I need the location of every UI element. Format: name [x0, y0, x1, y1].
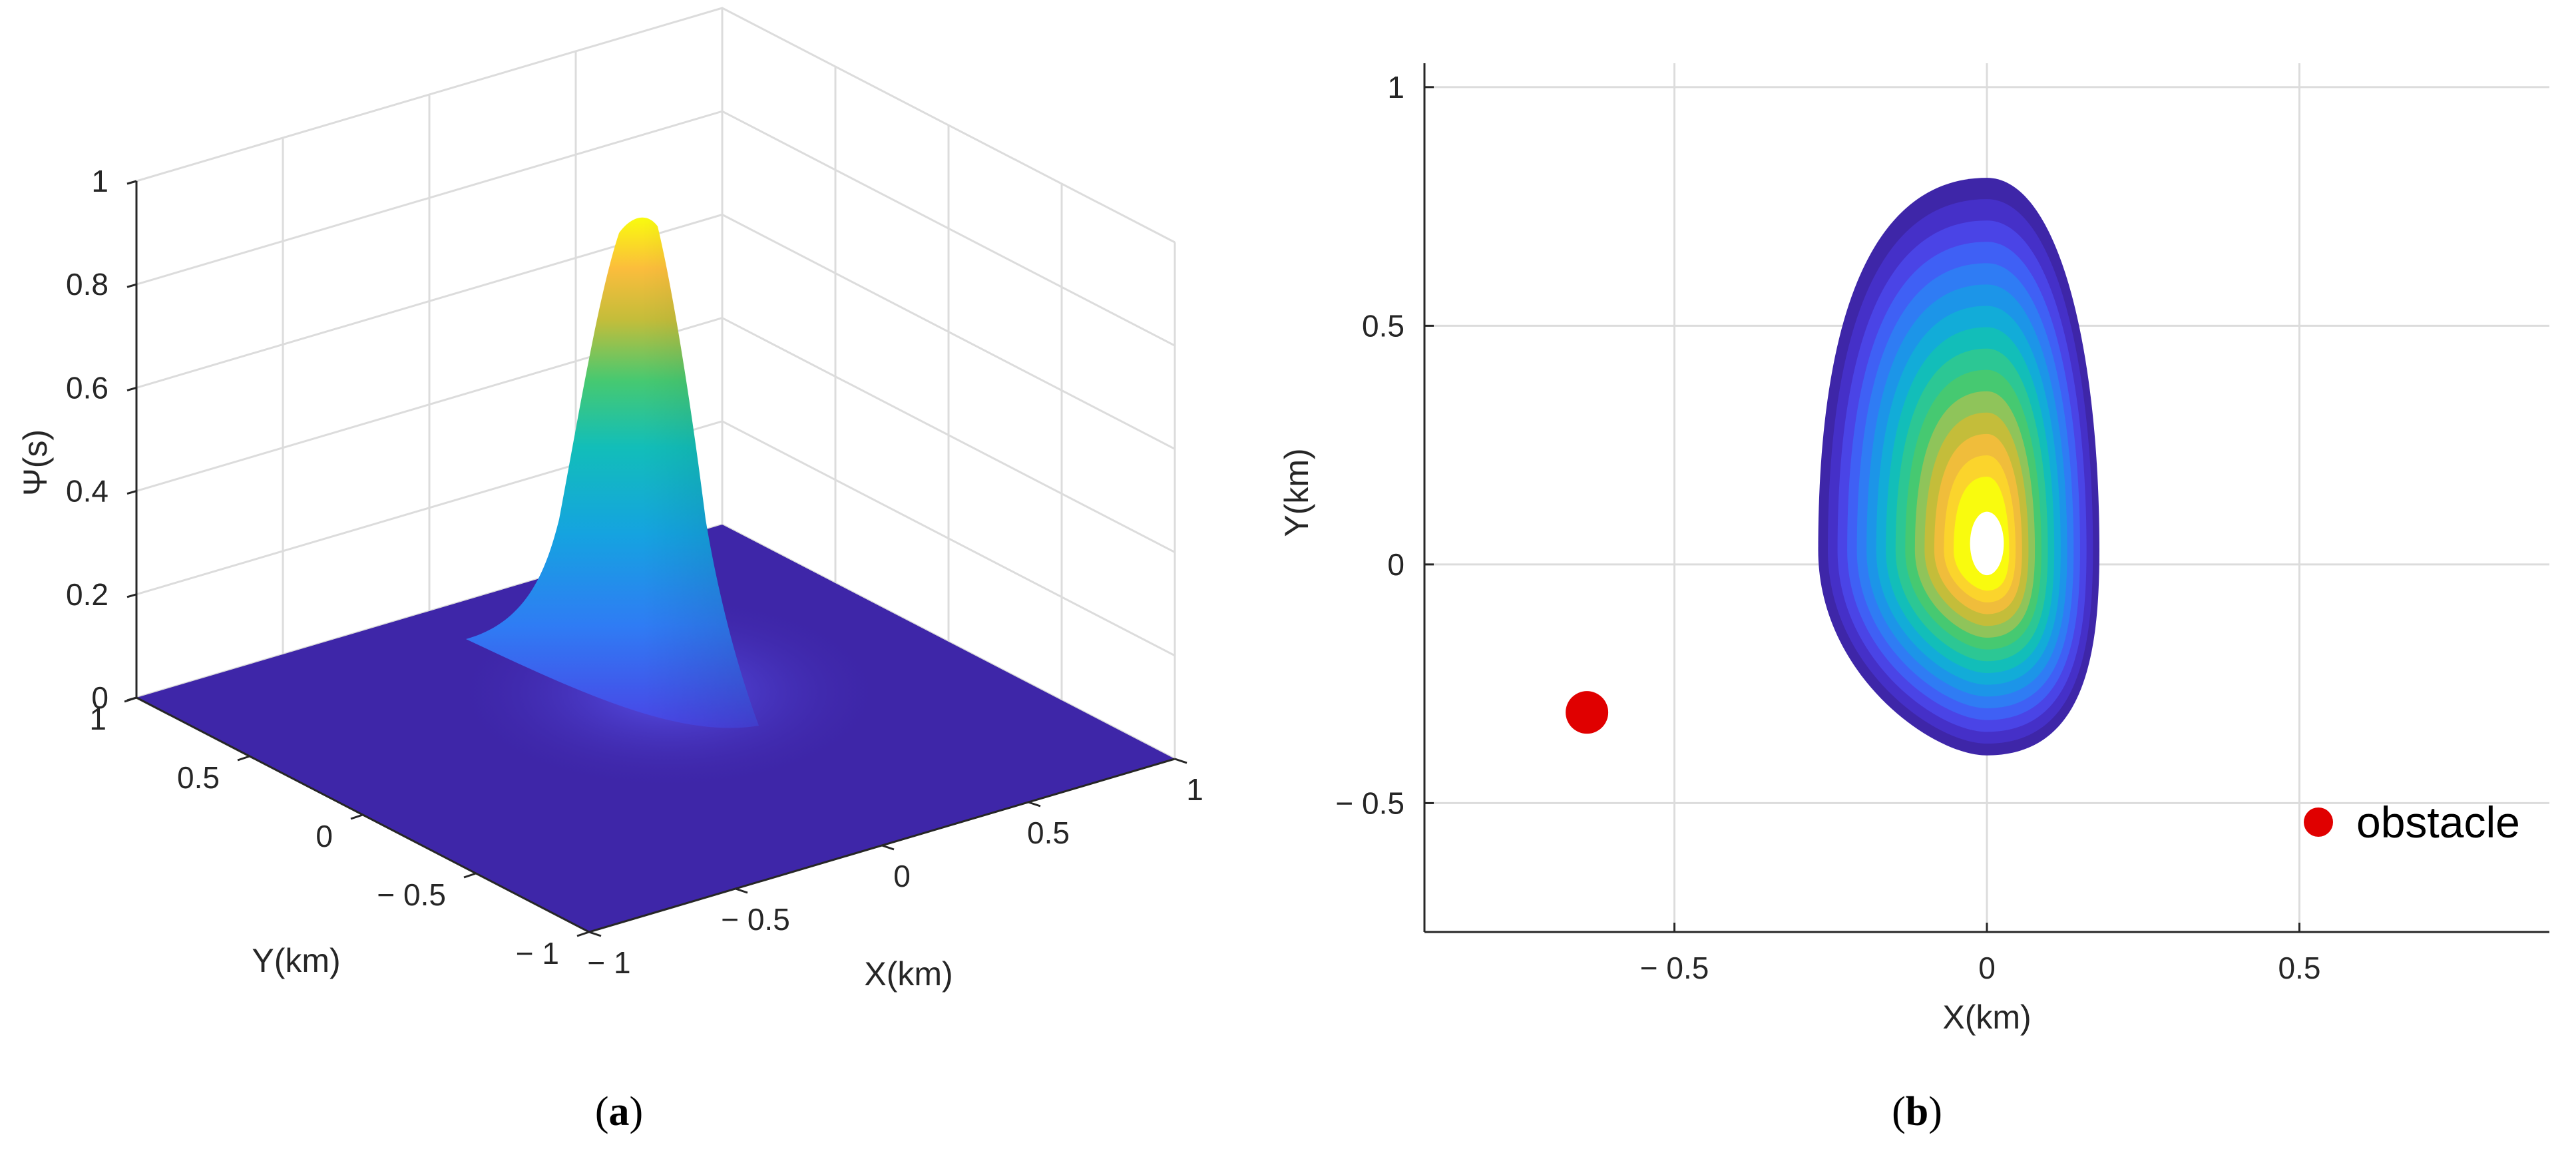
x-tick-mark — [1028, 801, 1041, 807]
x-tick-label: − 1 — [587, 945, 630, 980]
obstacle-marker — [1566, 691, 1609, 734]
z-tick-mark — [126, 283, 137, 288]
x-axis-label: X(km) — [864, 955, 953, 993]
z-tick-label: 0.8 — [66, 267, 108, 302]
svg-text:(a): (a) — [595, 1089, 643, 1134]
legend: obstacle — [2304, 798, 2520, 847]
z-tick-mark — [126, 593, 137, 598]
y-tick-label: − 0.5 — [1335, 786, 1404, 820]
x-tick-label: 0 — [893, 859, 911, 893]
ticks-3d: 0 0.2 0.4 0.6 0.8 1 1 0.5 0 − 0.5 − 1 − 1 − 0.5 0 0.5 1 — [66, 164, 1203, 980]
z-tick-label: 0 — [91, 680, 108, 715]
ticks-2d: − 0.5 0 0.5 − 0.5 0 0.5 1 — [1335, 70, 2320, 985]
caption-b: (b) — [1892, 1089, 1942, 1134]
caption-b-letter: b — [1906, 1089, 1928, 1134]
y-tick-label: 1 — [1387, 70, 1404, 105]
y-axis-label: Y(km) — [1278, 448, 1315, 537]
x-tick-mark — [1174, 758, 1187, 764]
surface-peak-shade — [466, 217, 759, 728]
z-tick-mark — [126, 490, 137, 495]
panel-a-surface-plot: 0 0.2 0.4 0.6 0.8 1 1 0.5 0 − 0.5 − 1 − 1 − 0.5 0 0.5 1… — [17, 7, 1203, 993]
z-tick-label: 0.2 — [66, 577, 108, 612]
x-tick-mark — [588, 931, 602, 937]
panel-b-contour-plot: − 0.5 0 0.5 − 0.5 0 0.5 1 X(km) Y(km) obstacle — [1278, 63, 2549, 1036]
x-tick-mark — [735, 887, 748, 894]
x-tick-label: 0 — [1978, 951, 1996, 985]
y-tick-mark — [463, 872, 477, 879]
x-tick-label: 0.5 — [1027, 815, 1070, 850]
y-tick-mark — [576, 931, 590, 937]
y-tick-mark — [124, 696, 137, 703]
z-axis-label: Ψ(s) — [17, 429, 54, 496]
svg-text:(b): (b) — [1892, 1089, 1942, 1134]
z-tick-mark — [126, 180, 137, 185]
obstacles — [1566, 691, 1609, 734]
y-tick-label: 0 — [1387, 547, 1404, 582]
y-tick-label: − 1 — [516, 936, 559, 971]
x-axis-label: X(km) — [1942, 999, 2031, 1036]
y-tick-mark — [237, 755, 250, 762]
y-tick-label: 0.5 — [1362, 308, 1404, 343]
z-tick-mark — [126, 386, 137, 391]
contour-region — [1818, 178, 2099, 756]
contour-peak-core — [1970, 511, 2004, 576]
y-tick-label: 1 — [89, 702, 107, 736]
x-tick-label: − 0.5 — [1640, 951, 1709, 985]
x-tick-mark — [881, 844, 895, 851]
x-tick-label: − 0.5 — [721, 902, 790, 937]
caption-a: (a) — [595, 1089, 643, 1134]
x-tick-label: 0.5 — [2278, 951, 2320, 985]
z-tick-label: 1 — [91, 164, 108, 198]
y-tick-mark — [350, 813, 363, 820]
legend-label: obstacle — [2356, 798, 2520, 847]
legend-marker — [2304, 807, 2333, 837]
x-tick-label: 1 — [1186, 772, 1203, 807]
z-tick-label: 0.6 — [66, 370, 108, 405]
y-tick-label: 0.5 — [177, 760, 220, 795]
y-tick-label: 0 — [316, 819, 333, 853]
y-axis-label: Y(km) — [252, 942, 340, 979]
z-tick-label: 0.4 — [66, 474, 108, 509]
caption-a-letter: a — [609, 1089, 630, 1134]
y-tick-label: − 0.5 — [377, 877, 446, 912]
